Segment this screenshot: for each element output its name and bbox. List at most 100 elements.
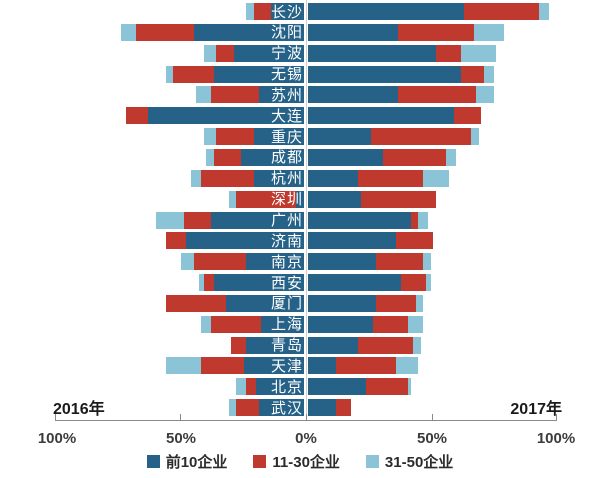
segment-2017-前10企业 — [308, 3, 464, 20]
city-label-北京: 北京 — [270, 378, 303, 396]
bar-2016-天津 — [165, 357, 304, 375]
segment-2016-前10企业 — [233, 44, 304, 62]
bar-2017-宁波 — [308, 44, 497, 62]
year-label-2016: 2016年 — [53, 401, 105, 418]
segment-2017-31-50企业 — [483, 65, 494, 83]
segment-2016-前10企业 — [258, 86, 304, 104]
tick-label-zero: 0% — [295, 430, 317, 447]
center-axis-gridline — [306, 0, 307, 420]
city-label-天津: 天津 — [270, 357, 303, 375]
bar-2016-青岛 — [231, 336, 304, 354]
city-label-西安: 西安 — [270, 274, 303, 292]
bar-2016-北京 — [236, 378, 304, 396]
segment-2016-11-30企业 — [135, 23, 194, 41]
segment-2016-31-50企业 — [165, 357, 202, 375]
segment-2017-11-30企业 — [375, 294, 416, 312]
segment-2017-前10企业 — [308, 336, 359, 354]
bar-2016-宁波 — [203, 44, 304, 62]
segment-2016-前10企业 — [253, 169, 304, 187]
segment-2016-11-30企业 — [236, 399, 259, 417]
segment-2016-前10企业 — [271, 3, 304, 20]
city-label-长沙: 长沙 — [270, 3, 303, 21]
x-axis-line — [55, 420, 557, 421]
bar-2017-沈阳 — [308, 23, 504, 41]
legend-item-31-50: 31-50企业 — [365, 451, 453, 472]
segment-2016-前10企业 — [296, 190, 304, 208]
segment-2017-前10企业 — [308, 107, 454, 125]
segment-2017-31-50企业 — [418, 211, 429, 229]
segment-2017-11-30企业 — [398, 23, 474, 41]
bar-2017-苏州 — [308, 86, 494, 104]
segment-2016-11-30企业 — [183, 211, 212, 229]
year-label-2017: 2017年 — [510, 401, 562, 418]
segment-2017-31-50企业 — [423, 169, 449, 187]
segment-2017-31-50企业 — [425, 274, 431, 292]
bar-2017-北京 — [308, 378, 411, 396]
segment-2017-前10企业 — [308, 190, 361, 208]
segment-2017-31-50企业 — [461, 44, 497, 62]
segment-2017-11-30企业 — [358, 336, 414, 354]
bar-2016-沈阳 — [120, 23, 304, 41]
segment-2017-11-30企业 — [383, 148, 447, 166]
segment-2017-前10企业 — [308, 399, 336, 417]
bar-2017-杭州 — [308, 169, 449, 187]
segment-2017-11-30企业 — [375, 253, 424, 271]
segment-2016-11-30企业 — [216, 128, 254, 146]
segment-2017-前10企业 — [308, 294, 376, 312]
segment-2016-11-30企业 — [165, 232, 187, 250]
segment-2016-11-30企业 — [165, 294, 227, 312]
segment-2016-11-30企业 — [193, 253, 247, 271]
city-label-南京: 南京 — [270, 253, 303, 271]
segment-2016-31-50企业 — [196, 86, 212, 104]
segment-2017-前10企业 — [308, 23, 399, 41]
city-label-大连: 大连 — [270, 107, 303, 125]
segment-2017-前10企业 — [308, 128, 371, 146]
segment-2016-11-30企业 — [201, 357, 244, 375]
segment-2017-31-50企业 — [408, 315, 424, 333]
bar-2016-深圳 — [228, 190, 304, 208]
segment-2016-前10企业 — [243, 357, 304, 375]
bar-2017-天津 — [308, 357, 419, 375]
segment-2017-前10企业 — [308, 44, 436, 62]
city-label-武汉: 武汉 — [270, 399, 303, 417]
legend-swatch-11-30 — [253, 455, 267, 468]
segment-2016-31-50企业 — [228, 399, 237, 417]
segment-2016-31-50企业 — [203, 44, 217, 62]
axis-tick-right-100 — [556, 414, 557, 420]
city-label-重庆: 重庆 — [270, 128, 303, 146]
segment-2017-前10企业 — [308, 315, 374, 333]
segment-2017-11-30企业 — [360, 190, 436, 208]
segment-2017-31-50企业 — [473, 23, 504, 41]
segment-2017-11-30企业 — [398, 86, 477, 104]
bar-2016-重庆 — [203, 128, 304, 146]
bar-2016-大连 — [125, 107, 304, 125]
segment-2017-11-30企业 — [461, 65, 484, 83]
segment-2016-31-50企业 — [206, 148, 214, 166]
segment-2017-31-50企业 — [408, 378, 411, 396]
bar-2016-苏州 — [196, 86, 304, 104]
segment-2017-前10企业 — [308, 232, 396, 250]
segment-2016-前10企业 — [261, 315, 304, 333]
segment-2017-前10企业 — [308, 211, 411, 229]
axis-tick-right-50 — [432, 414, 433, 420]
city-label-沈阳: 沈阳 — [270, 24, 303, 42]
city-label-宁波: 宁波 — [270, 45, 303, 63]
segment-2016-31-50企业 — [165, 65, 174, 83]
bar-2017-大连 — [308, 107, 482, 125]
segment-2016-31-50企业 — [246, 3, 254, 20]
bar-2016-济南 — [165, 232, 304, 250]
legend: 前10企业 11-30企业 31-50企业 — [0, 451, 600, 472]
bar-2016-长沙 — [246, 3, 304, 20]
segment-2017-11-30企业 — [335, 357, 396, 375]
bar-2017-无锡 — [308, 65, 494, 83]
bar-2016-西安 — [198, 274, 304, 292]
segment-2016-前10企业 — [246, 253, 304, 271]
segment-2017-前10企业 — [308, 378, 366, 396]
segment-2016-11-30企业 — [203, 274, 214, 292]
segment-2017-11-30企业 — [463, 3, 539, 20]
segment-2017-31-50企业 — [446, 148, 457, 166]
segment-2017-31-50企业 — [471, 128, 479, 146]
bar-2016-广州 — [155, 211, 304, 229]
